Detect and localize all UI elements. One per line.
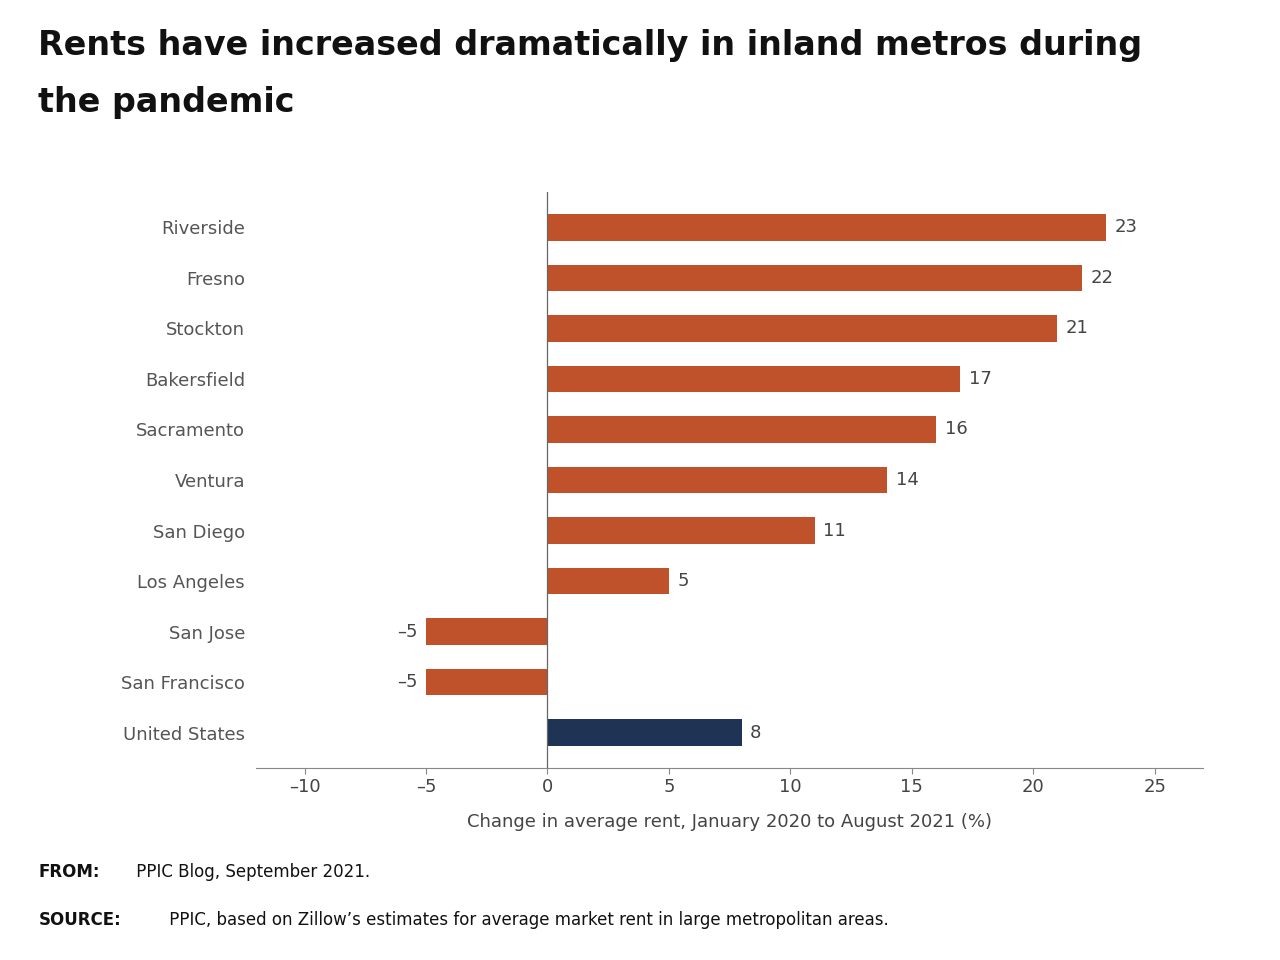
Text: SOURCE:: SOURCE:	[38, 911, 122, 928]
Bar	[548, 517, 814, 543]
Text: 11: 11	[823, 521, 846, 540]
X-axis label: Change in average rent, January 2020 to August 2021 (%): Change in average rent, January 2020 to …	[467, 813, 992, 831]
Text: 17: 17	[969, 370, 992, 388]
Text: –5: –5	[397, 673, 417, 691]
Text: FROM:: FROM:	[38, 863, 100, 881]
Bar	[548, 315, 1057, 342]
Bar	[548, 366, 960, 392]
Text: 5: 5	[677, 572, 689, 590]
Text: PPIC, based on Zillow’s estimates for average market rent in large metropolitan : PPIC, based on Zillow’s estimates for av…	[164, 911, 888, 928]
Bar	[548, 417, 936, 443]
Text: 8: 8	[750, 724, 762, 742]
Bar	[548, 214, 1106, 241]
Bar	[426, 669, 548, 695]
Bar	[548, 568, 669, 594]
Text: the pandemic: the pandemic	[38, 86, 294, 119]
Text: 23: 23	[1115, 218, 1138, 236]
Text: 22: 22	[1091, 269, 1114, 287]
Bar	[548, 719, 741, 746]
Text: –5: –5	[397, 623, 417, 640]
Bar	[426, 618, 548, 645]
Text: 21: 21	[1066, 320, 1089, 337]
Text: Rents have increased dramatically in inland metros during: Rents have increased dramatically in inl…	[38, 29, 1143, 61]
Text: 16: 16	[945, 420, 968, 439]
Text: PPIC Blog, September 2021.: PPIC Blog, September 2021.	[131, 863, 370, 881]
Bar	[548, 467, 887, 493]
Bar	[548, 265, 1082, 291]
Text: 14: 14	[896, 471, 919, 489]
